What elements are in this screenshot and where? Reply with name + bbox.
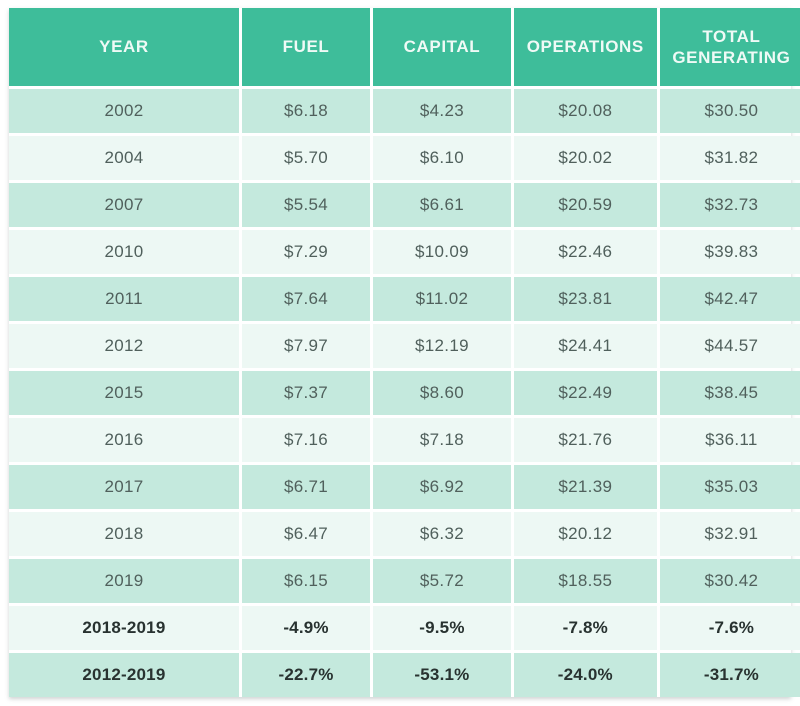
cell-operations: $20.12: [513, 512, 657, 556]
cell-total-generating: $32.91: [659, 512, 800, 556]
cell-total-generating: $39.83: [659, 230, 800, 274]
cell-operations: $21.76: [513, 418, 657, 462]
cell-period: 2018-2019: [9, 606, 239, 650]
header-cell-fuel: FUEL: [241, 8, 371, 86]
cell-total-generating: $32.73: [659, 183, 800, 227]
cell-capital: $6.92: [373, 465, 511, 509]
cell-fuel: $5.70: [241, 136, 371, 180]
cell-fuel: $7.64: [241, 277, 371, 321]
cell-fuel: $6.71: [241, 465, 371, 509]
cell-year: 2011: [9, 277, 239, 321]
cell-fuel: $7.37: [241, 371, 371, 415]
cell-fuel: $6.47: [241, 512, 371, 556]
cell-capital: $5.72: [373, 559, 511, 603]
cell-operations: $20.02: [513, 136, 657, 180]
cell-capital: $7.18: [373, 418, 511, 462]
cell-total-generating: $30.42: [659, 559, 800, 603]
cell-operations-pct: -7.8%: [513, 606, 657, 650]
cell-fuel-pct: -4.9%: [241, 606, 371, 650]
cell-year: 2015: [9, 371, 239, 415]
cell-capital: $4.23: [373, 89, 511, 133]
cell-fuel-pct: -22.7%: [241, 653, 371, 697]
cell-operations: $20.08: [513, 89, 657, 133]
cell-year: 2004: [9, 136, 239, 180]
cell-fuel: $6.15: [241, 559, 371, 603]
cell-fuel: $7.29: [241, 230, 371, 274]
cell-fuel: $5.54: [241, 183, 371, 227]
cell-capital-pct: -53.1%: [373, 653, 511, 697]
header-cell-year: YEAR: [9, 8, 239, 86]
cell-capital-pct: -9.5%: [373, 606, 511, 650]
cell-operations-pct: -24.0%: [513, 653, 657, 697]
cell-year: 2007: [9, 183, 239, 227]
cell-fuel: $7.97: [241, 324, 371, 368]
cell-fuel: $6.18: [241, 89, 371, 133]
cell-year: 2012: [9, 324, 239, 368]
cell-capital: $6.61: [373, 183, 511, 227]
generation-cost-table: YEAR FUEL CAPITAL OPERATIONS TOTAL GENER…: [9, 8, 800, 697]
cell-total-generating: $35.03: [659, 465, 800, 509]
cell-year: 2010: [9, 230, 239, 274]
cell-total-generating: $42.47: [659, 277, 800, 321]
cell-operations: $18.55: [513, 559, 657, 603]
cell-operations: $23.81: [513, 277, 657, 321]
cell-year: 2019: [9, 559, 239, 603]
cell-operations: $24.41: [513, 324, 657, 368]
cell-total-generating: $31.82: [659, 136, 800, 180]
cell-capital: $6.32: [373, 512, 511, 556]
cell-operations: $22.49: [513, 371, 657, 415]
cell-total-generating: $38.45: [659, 371, 800, 415]
cell-total-generating: $30.50: [659, 89, 800, 133]
cell-fuel: $7.16: [241, 418, 371, 462]
cell-period: 2012-2019: [9, 653, 239, 697]
cell-total-generating-pct: -7.6%: [659, 606, 800, 650]
cell-year: 2016: [9, 418, 239, 462]
cell-total-generating-pct: -31.7%: [659, 653, 800, 697]
cell-capital: $6.10: [373, 136, 511, 180]
header-cell-total-generating: TOTAL GENERATING: [659, 8, 800, 86]
header-cell-capital: CAPITAL: [373, 8, 511, 86]
cell-year: 2018: [9, 512, 239, 556]
cell-total-generating: $36.11: [659, 418, 800, 462]
cell-capital: $8.60: [373, 371, 511, 415]
cell-year: 2017: [9, 465, 239, 509]
cell-capital: $12.19: [373, 324, 511, 368]
cell-operations: $21.39: [513, 465, 657, 509]
cell-capital: $11.02: [373, 277, 511, 321]
cell-year: 2002: [9, 89, 239, 133]
cell-total-generating: $44.57: [659, 324, 800, 368]
cell-capital: $10.09: [373, 230, 511, 274]
cell-operations: $22.46: [513, 230, 657, 274]
header-cell-operations: OPERATIONS: [513, 8, 657, 86]
cell-operations: $20.59: [513, 183, 657, 227]
